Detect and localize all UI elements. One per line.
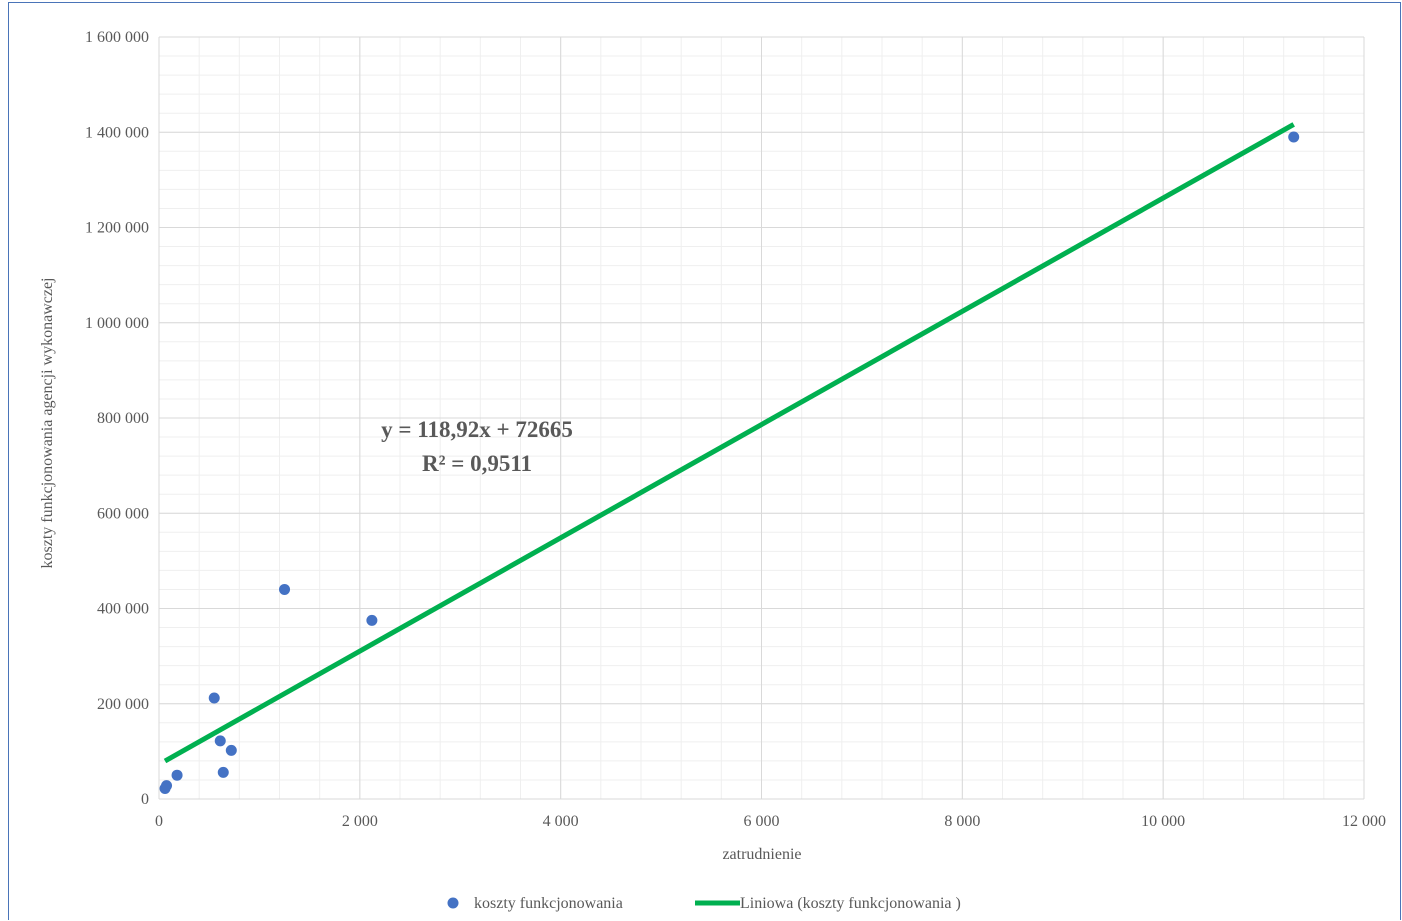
y-tick-label: 400 000 [97,601,149,618]
y-axis-ticks: 0 200 000 400 000 600 000 800 000 1 000 000 1 … [85,29,149,808]
legend: koszty funkcjonowania Liniowa (koszty fu… [447,895,961,912]
data-point [279,583,291,595]
x-tick-label: 0 [155,813,163,830]
y-tick-label: 1 200 000 [85,220,149,237]
y-tick-label: 800 000 [97,410,149,427]
y-tick-label: 200 000 [97,696,149,713]
y-tick-label: 1 000 000 [85,315,149,332]
data-point [225,744,237,756]
legend-label-trendline: Liniowa (koszty funkcjonowania ) [740,895,961,912]
data-point [161,780,173,792]
x-tick-label: 12 000 [1342,813,1386,830]
y-tick-label: 1 600 000 [85,29,149,46]
x-axis-title: zatrudnienie [722,846,801,863]
data-point [217,766,229,778]
trendline-r-squared: R² = 0,9511 [422,451,532,476]
x-tick-label: 10 000 [1141,813,1185,830]
data-point [208,692,220,704]
chart-frame: 0 200 000 400 000 600 000 800 000 1 000 000 1 … [8,2,1401,920]
data-point [214,735,226,747]
y-tick-label: 600 000 [97,505,149,522]
y-tick-label: 1 400 000 [85,124,149,141]
x-axis-ticks: 0 2 000 4 000 6 000 8 000 10 000 12 000 [155,813,1386,830]
y-tick-label: 0 [141,791,149,808]
data-points [159,131,1300,795]
trendline-group [163,122,1295,764]
y-axis-title: koszty funkcjonowania agencji wykonawcze… [39,277,56,568]
legend-marker-points [447,897,459,909]
data-point [171,769,183,781]
x-tick-label: 2 000 [342,813,378,830]
data-point [1288,131,1300,143]
data-point [366,614,378,626]
scatter-chart: 0 200 000 400 000 600 000 800 000 1 000 000 1 … [39,29,1386,912]
x-tick-label: 6 000 [744,813,780,830]
x-tick-label: 4 000 [543,813,579,830]
legend-label-points: koszty funkcjonowania [474,895,623,912]
trendline-equation: y = 118,92x + 72665 [381,417,573,442]
grid-lines [158,36,1365,800]
trendline [163,122,1295,764]
x-tick-label: 8 000 [944,813,980,830]
